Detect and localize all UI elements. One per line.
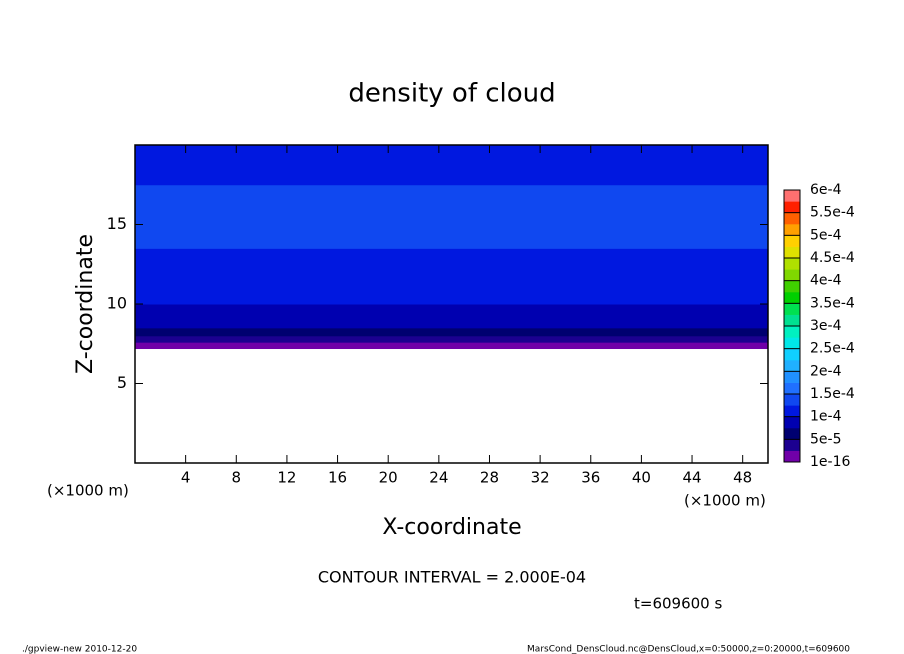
colorbar-swatch	[784, 201, 800, 213]
contour-band	[135, 316, 768, 329]
colorbar-swatch	[784, 394, 800, 406]
contour-band	[135, 272, 768, 289]
colorbar-label: 2e-4	[810, 363, 842, 379]
y-tick-label: 5	[117, 373, 127, 392]
x-tick-label: 24	[429, 469, 448, 487]
colorbar-label: 3.5e-4	[810, 295, 855, 311]
y-axis-label: Z-coordinate	[73, 234, 98, 374]
colorbar-swatch	[784, 348, 800, 361]
colorbar-label: 3e-4	[810, 318, 842, 334]
colorbar-swatch	[784, 360, 800, 372]
colorbar-label: 4e-4	[810, 273, 842, 289]
colorbar-swatch	[784, 246, 800, 259]
colorbar-label: 5e-4	[810, 227, 842, 243]
colorbar-label: 1.5e-4	[810, 386, 855, 402]
colorbar-swatch	[784, 280, 800, 293]
colorbar-label: 1e-16	[810, 454, 850, 470]
contour-band	[135, 304, 768, 318]
y-tick-label: 15	[107, 214, 127, 233]
y-unit: (×1000 m)	[47, 482, 129, 500]
contour-band	[135, 145, 768, 157]
colorbar-swatch	[784, 428, 800, 440]
x-tick-label: 40	[632, 469, 651, 487]
colorbar-swatch	[784, 224, 800, 236]
contour-band	[135, 335, 768, 343]
colorbar-swatch	[784, 326, 800, 338]
time-label: t=609600 s	[634, 595, 722, 613]
colorbar-swatch	[784, 416, 800, 429]
contour-band	[135, 156, 768, 170]
colorbar-label: 5.5e-4	[810, 205, 855, 221]
colorbar-label: 2.5e-4	[810, 341, 855, 357]
colorbar-swatch	[784, 382, 800, 395]
x-tick-label: 8	[232, 469, 242, 487]
x-axis-label: X-coordinate	[382, 515, 521, 540]
colorbar-swatch	[784, 292, 800, 304]
contour-band	[135, 168, 768, 186]
colorbar-swatch	[784, 303, 800, 315]
colorbar-swatch	[784, 314, 800, 327]
contour-band	[135, 288, 768, 305]
colorbar-swatch	[784, 371, 800, 383]
contour-band	[135, 342, 768, 350]
colorbar-swatch	[784, 450, 800, 463]
x-tick-label: 16	[328, 469, 347, 487]
contour-band	[135, 248, 768, 273]
x-unit: (×1000 m)	[684, 492, 766, 510]
colorbar-swatch	[784, 439, 800, 451]
colorbar-label: 4.5e-4	[810, 250, 855, 266]
colorbar-label: 1e-4	[810, 409, 842, 425]
colorbar-swatch	[784, 190, 800, 202]
chart-title: density of cloud	[348, 79, 555, 109]
colorbar-swatch	[784, 212, 800, 225]
x-tick-label: 12	[277, 469, 296, 487]
y-tick-label: 10	[107, 294, 127, 313]
x-tick-label: 36	[581, 469, 600, 487]
colorbar-swatch	[784, 235, 800, 247]
colorbar-label: 6e-4	[810, 182, 842, 198]
x-tick-label: 20	[379, 469, 398, 487]
contour-band	[135, 200, 768, 233]
footer-right: MarsCond_DensCloud.nc@DensCloud,x=0:5000…	[527, 645, 850, 654]
contour-band	[135, 232, 768, 249]
x-tick-label: 28	[480, 469, 499, 487]
x-tick-label: 44	[682, 469, 701, 487]
x-tick-label: 48	[733, 469, 752, 487]
colorbar-label: 5e-5	[810, 431, 841, 447]
colorbar-swatch	[784, 405, 800, 417]
annotation: CONTOUR INTERVAL = 2.000E-04	[318, 568, 586, 587]
footer-left: ./gpview-new 2010-12-20	[22, 645, 137, 654]
colorbar-swatch	[784, 337, 800, 349]
contour-band	[135, 184, 768, 202]
x-tick-label: 4	[181, 469, 191, 487]
contour-band	[135, 327, 768, 337]
colorbar-swatch	[784, 258, 800, 270]
x-tick-label: 32	[531, 469, 550, 487]
colorbar-swatch	[784, 269, 800, 281]
